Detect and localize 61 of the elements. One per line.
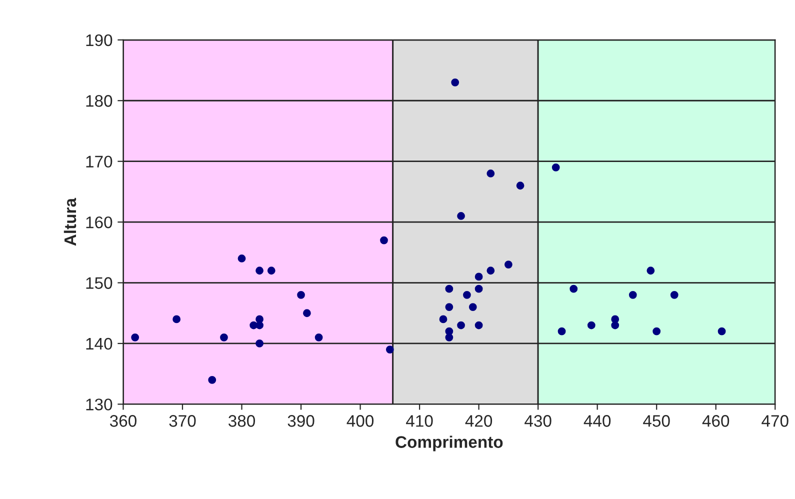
point	[474, 284, 483, 293]
x-tick-label: 450	[643, 415, 670, 427]
point	[256, 321, 264, 330]
point	[474, 272, 483, 281]
x-tick-label: 400	[346, 415, 374, 427]
point	[457, 212, 465, 220]
x-tick-label: 430	[524, 415, 552, 427]
point	[486, 266, 495, 275]
point	[131, 333, 140, 342]
y-tick-label: 140	[86, 338, 112, 350]
point	[380, 236, 388, 244]
point	[463, 290, 471, 299]
x-tick-label: 470	[762, 415, 788, 427]
y-tick-label: 130	[86, 398, 112, 410]
point	[172, 315, 181, 324]
point	[670, 290, 678, 299]
point	[302, 309, 311, 318]
point	[570, 284, 578, 293]
point	[445, 333, 454, 342]
y-axis-title: Altura	[64, 198, 76, 246]
point	[256, 266, 264, 275]
point	[474, 321, 483, 330]
point	[256, 340, 264, 348]
point	[628, 290, 637, 299]
point	[652, 327, 661, 336]
point	[558, 327, 566, 336]
point	[238, 254, 246, 262]
point	[439, 315, 448, 324]
x-tick-label: 370	[169, 415, 196, 427]
x-tick-label: 380	[228, 415, 256, 427]
point	[468, 303, 477, 312]
point	[718, 327, 726, 336]
y-tick-label: 150	[86, 277, 112, 289]
point	[220, 333, 228, 342]
point	[445, 284, 454, 293]
x-tick-label: 390	[288, 415, 314, 427]
point	[445, 303, 454, 312]
y-tick-label: 190	[86, 34, 112, 46]
point	[516, 182, 524, 190]
point	[267, 266, 276, 275]
x-tick-label: 460	[702, 415, 730, 427]
point	[208, 376, 216, 384]
y-tick-label: 180	[86, 95, 112, 107]
point	[314, 333, 323, 342]
y-tick-label: 160	[86, 216, 112, 228]
point	[457, 321, 465, 330]
point	[297, 290, 305, 299]
x-axis-title: Comprimento	[396, 436, 503, 452]
point	[646, 266, 655, 275]
point	[386, 346, 394, 354]
point	[451, 78, 460, 86]
y-tick-label: 170	[86, 156, 112, 168]
point	[486, 170, 495, 178]
point	[552, 163, 560, 172]
point	[611, 315, 620, 324]
point	[504, 260, 512, 269]
point	[587, 321, 596, 330]
x-tick-label: 360	[110, 415, 136, 427]
x-tick-label: 410	[406, 415, 433, 427]
x-tick-label: 420	[465, 415, 492, 427]
x-tick-label: 440	[584, 415, 611, 427]
